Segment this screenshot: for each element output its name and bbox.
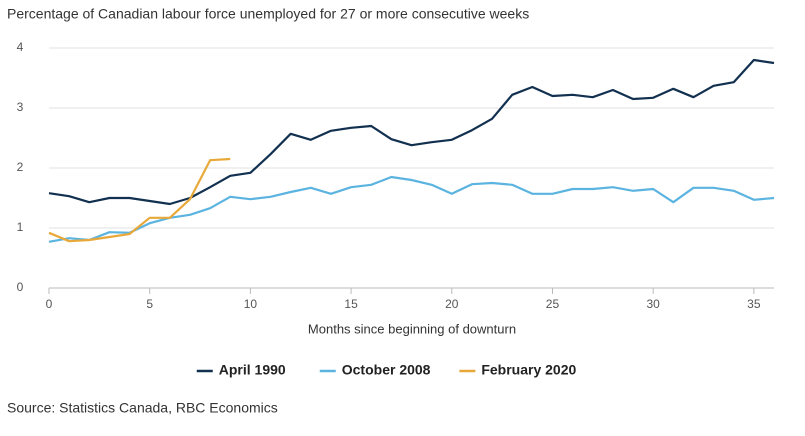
legend-label: October 2008 xyxy=(342,362,431,378)
x-tick-label: 25 xyxy=(546,297,560,311)
x-tick-label: 20 xyxy=(445,297,459,311)
legend-label: April 1990 xyxy=(219,362,286,378)
y-tick-label: 4 xyxy=(17,40,24,54)
line-series xyxy=(48,58,775,206)
y-tick-label: 1 xyxy=(17,220,24,234)
x-tick-label: 0 xyxy=(46,297,53,311)
y-tick-label: 2 xyxy=(17,160,24,174)
x-tick-label: 15 xyxy=(344,297,358,311)
source: Source: Statistics Canada, RBC Economics xyxy=(7,400,278,416)
x-tick-label: 35 xyxy=(747,297,761,311)
x-tick-label: 30 xyxy=(646,297,660,311)
y-tick-label: 0 xyxy=(17,280,24,294)
x-tick-label: 10 xyxy=(244,297,258,311)
line-series xyxy=(48,175,775,243)
legend-label: February 2020 xyxy=(481,362,576,378)
y-tick-label: 3 xyxy=(17,100,24,114)
x-axis-label: Months since beginning of downturn xyxy=(308,321,516,336)
line-series xyxy=(48,157,231,243)
x-tick-label: 5 xyxy=(146,297,153,311)
chart-title: Percentage of Canadian labour force unem… xyxy=(7,6,529,22)
